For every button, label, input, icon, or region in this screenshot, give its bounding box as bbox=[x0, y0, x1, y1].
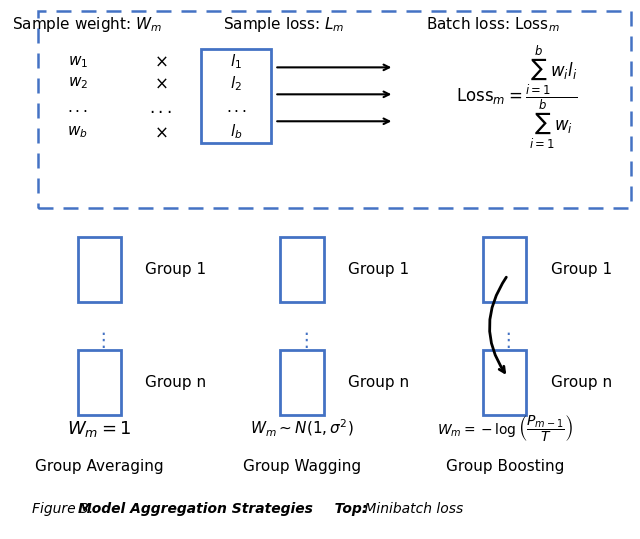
Text: $l_1$: $l_1$ bbox=[230, 53, 242, 71]
Text: $\times$: $\times$ bbox=[154, 123, 168, 141]
Text: Batch loss: $\mathrm{Loss}_m$: Batch loss: $\mathrm{Loss}_m$ bbox=[426, 15, 559, 33]
Bar bbox=[77, 237, 121, 302]
Bar bbox=[280, 350, 323, 415]
Text: $...$: $...$ bbox=[226, 100, 246, 115]
Text: $W_m = -\log\left(\dfrac{P_{m-1}}{T}\right)$: $W_m = -\log\left(\dfrac{P_{m-1}}{T}\rig… bbox=[436, 413, 573, 444]
Text: $l_2$: $l_2$ bbox=[230, 74, 242, 93]
Text: $w_b$: $w_b$ bbox=[67, 124, 88, 140]
Bar bbox=[280, 237, 323, 302]
Bar bbox=[200, 49, 271, 143]
Text: Sample loss: $L_m$: Sample loss: $L_m$ bbox=[223, 15, 344, 34]
Text: Group Boosting: Group Boosting bbox=[445, 459, 564, 474]
Text: Model Aggregation Strategies: Model Aggregation Strategies bbox=[77, 502, 312, 516]
Bar bbox=[77, 350, 121, 415]
Text: Group Wagging: Group Wagging bbox=[243, 459, 361, 474]
Text: Group 1: Group 1 bbox=[551, 262, 612, 277]
Text: $l_b$: $l_b$ bbox=[230, 123, 243, 141]
Text: $\mathrm{Loss}_m = \dfrac{\sum_{i=1}^{b} w_i l_i}{\sum_{i=1}^{b} w_i}$: $\mathrm{Loss}_m = \dfrac{\sum_{i=1}^{b}… bbox=[456, 43, 578, 151]
Text: Group 1: Group 1 bbox=[145, 262, 207, 277]
Text: $\vdots$: $\vdots$ bbox=[296, 329, 308, 350]
Text: $...$: $...$ bbox=[149, 99, 172, 117]
Text: Group n: Group n bbox=[348, 375, 409, 390]
Text: $\times$: $\times$ bbox=[154, 74, 168, 93]
Text: $...$: $...$ bbox=[67, 100, 88, 115]
Text: $\times$: $\times$ bbox=[154, 53, 168, 71]
Text: Top:: Top: bbox=[321, 502, 368, 516]
Text: Figure 3.: Figure 3. bbox=[31, 502, 97, 516]
Text: $w_2$: $w_2$ bbox=[68, 75, 88, 92]
Text: Group n: Group n bbox=[551, 375, 612, 390]
Text: Group Averaging: Group Averaging bbox=[35, 459, 164, 474]
Text: Group 1: Group 1 bbox=[348, 262, 409, 277]
Text: Minibatch loss: Minibatch loss bbox=[360, 502, 463, 516]
Text: $w_1$: $w_1$ bbox=[68, 54, 88, 70]
Bar bbox=[483, 237, 526, 302]
Bar bbox=[483, 350, 526, 415]
Text: Sample weight: $W_m$: Sample weight: $W_m$ bbox=[12, 15, 162, 34]
Text: $W_m \sim N\left(1,\sigma^2\right)$: $W_m \sim N\left(1,\sigma^2\right)$ bbox=[250, 418, 354, 439]
Text: $W_m = 1$: $W_m = 1$ bbox=[67, 418, 131, 439]
Text: Group n: Group n bbox=[145, 375, 207, 390]
Text: $\vdots$: $\vdots$ bbox=[499, 329, 511, 350]
Text: $\vdots$: $\vdots$ bbox=[93, 329, 106, 350]
